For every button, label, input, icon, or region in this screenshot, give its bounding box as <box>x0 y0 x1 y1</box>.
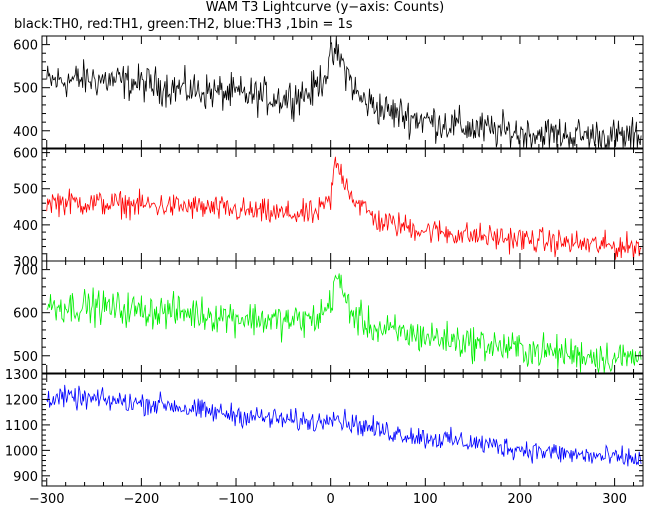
x-tick-label: −100 <box>218 492 254 505</box>
y-tick-label: 600 <box>13 39 38 54</box>
x-tick-label: 300 <box>602 492 627 505</box>
x-tick-label: −300 <box>29 492 65 505</box>
x-tick-label: −200 <box>124 492 160 505</box>
y-tick-label: 500 <box>13 183 38 198</box>
x-tick-label: 0 <box>327 492 335 505</box>
series-line-th2 <box>46 273 642 373</box>
panel-frame-th0 <box>41 35 644 149</box>
chart-subtitle: black:TH0, red:TH1, green:TH2, blue:TH3 … <box>14 17 353 32</box>
y-tick-label: 600 <box>13 307 38 322</box>
chart-title: WAM T3 Lightcurve (y−axis: Counts) <box>205 0 445 15</box>
y-tick-label: 1100 <box>5 419 38 434</box>
y-tick-label: 1200 <box>5 393 38 408</box>
series-line-th3 <box>46 384 642 467</box>
panel-frame-th2 <box>41 260 644 374</box>
y-tick-label: 500 <box>13 350 38 365</box>
panel-frame-th3 <box>41 373 644 487</box>
series-line-th1 <box>46 156 642 262</box>
y-tick-label: 900 <box>13 470 38 485</box>
x-tick-label: 200 <box>508 492 533 505</box>
series-line-th0 <box>46 35 642 149</box>
y-tick-label: 1000 <box>5 444 38 459</box>
y-tick-label: 400 <box>13 219 38 234</box>
y-tick-label: 600 <box>13 147 38 162</box>
y-tick-label: 1300 <box>5 368 38 383</box>
y-tick-label: 700 <box>13 264 38 279</box>
y-tick-label: 500 <box>13 82 38 97</box>
y-tick-label: 400 <box>13 125 38 140</box>
y-tick-label: 300 <box>13 255 38 270</box>
x-tick-label: 100 <box>413 492 438 505</box>
